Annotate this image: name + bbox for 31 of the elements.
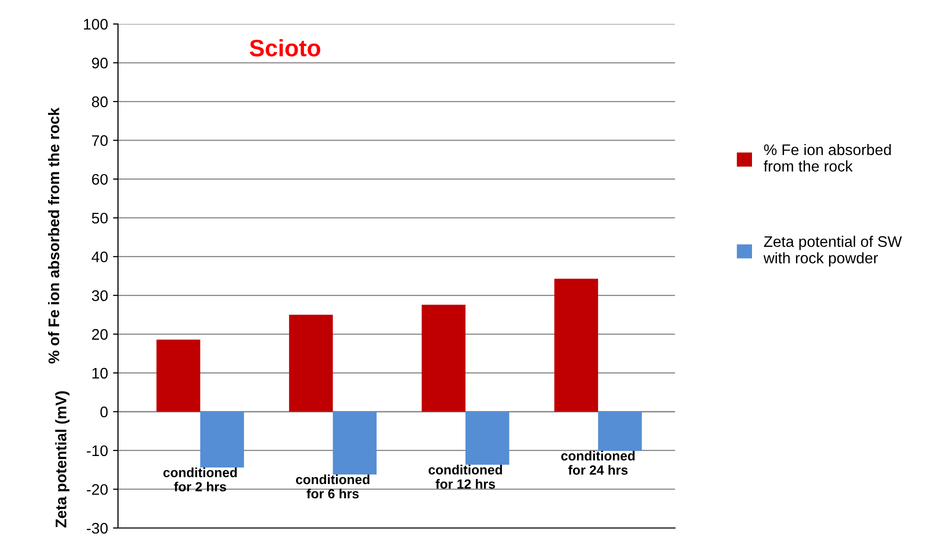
y-tick-label: 70 — [92, 135, 108, 146]
bar — [598, 412, 642, 451]
y-tick-label: 10 — [92, 368, 108, 379]
y-tick-label: 60 — [92, 174, 108, 185]
y-tick-label: 50 — [92, 212, 108, 224]
y-tick-label: -30 — [86, 522, 108, 534]
x-tick-label: conditioned for 6 hrs — [296, 474, 370, 498]
x-tick-label: conditioned for 2 hrs — [163, 468, 237, 492]
legend-label: % Fe ion absorbed from the rock — [764, 144, 891, 172]
bar — [156, 340, 200, 412]
y-tick-label: -10 — [86, 445, 108, 456]
x-tick-label: conditioned for 12 hrs — [428, 464, 502, 489]
bar — [422, 304, 466, 412]
y-tick-label: -20 — [86, 484, 108, 495]
x-tick-label: conditioned for 24 hrs — [561, 450, 635, 475]
text: Zeta potential (mV) — [55, 391, 70, 528]
text: Scioto — [250, 39, 320, 56]
y-tick-label: 30 — [92, 290, 108, 302]
legend-label: Zeta potential of SW with rock powder — [764, 236, 902, 266]
bar — [289, 314, 333, 412]
bar — [465, 412, 510, 465]
bar — [554, 278, 598, 412]
bar — [332, 412, 377, 474]
y-tick-label: 80 — [92, 96, 108, 108]
y-tick-label: 100 — [84, 18, 108, 30]
y-tick-label: 20 — [92, 329, 108, 340]
y-tick-label: 90 — [92, 58, 108, 68]
y-tick-label: 0 — [100, 406, 108, 418]
y-axis-title: % of Fe ion absorbed from the rock — [48, 107, 60, 364]
bar — [200, 412, 244, 468]
y-tick-label: 40 — [92, 251, 108, 262]
